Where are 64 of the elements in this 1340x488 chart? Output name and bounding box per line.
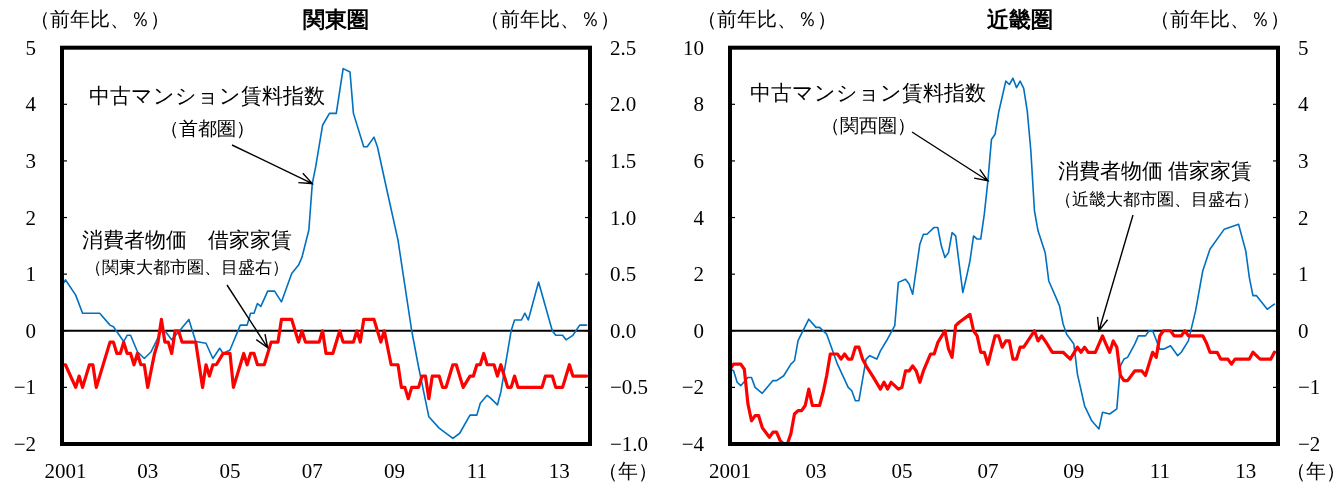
y-tick-label: 1 bbox=[25, 262, 36, 287]
y2-tick-label: 0.5 bbox=[610, 262, 637, 287]
x-tick-label: 09 bbox=[1063, 459, 1085, 483]
y2-tick-label: 3 bbox=[1298, 148, 1309, 173]
x-tick-label: 11 bbox=[1149, 459, 1170, 483]
x-tick-label: 2001 bbox=[44, 459, 87, 483]
y2-axis-title: （前年比、％） bbox=[1150, 8, 1290, 30]
x-tick-label: 03 bbox=[805, 459, 827, 483]
x-tick-label: 09 bbox=[384, 459, 406, 483]
x-axis-title: （年） bbox=[1286, 460, 1340, 482]
y-axis-title: （前年比、％） bbox=[30, 8, 170, 30]
y2-tick-label: −1 bbox=[1298, 375, 1321, 400]
x-tick-label: 05 bbox=[219, 459, 241, 483]
x-tick-label: 13 bbox=[548, 459, 570, 483]
y2-tick-label: 2.5 bbox=[610, 35, 637, 60]
y2-tick-label: −0.5 bbox=[610, 375, 649, 400]
y2-tick-label: 0.0 bbox=[610, 318, 637, 343]
y-tick-label: 2 bbox=[693, 262, 704, 287]
y2-tick-label: 4 bbox=[1298, 92, 1309, 117]
y-tick-label: 8 bbox=[693, 92, 704, 117]
annotation: （関東大都市圏、目盛右） bbox=[85, 258, 289, 277]
y2-tick-label: −1.0 bbox=[610, 432, 649, 456]
y-tick-label: −2 bbox=[13, 432, 36, 456]
y-tick-label: 0 bbox=[25, 318, 36, 343]
x-tick-label: 07 bbox=[301, 459, 323, 483]
y-tick-label: −2 bbox=[681, 375, 704, 400]
y-axis-title: （前年比、％） bbox=[697, 8, 837, 30]
annotation: （関西圏） bbox=[820, 115, 916, 136]
annotation: （首都圏） bbox=[159, 118, 255, 139]
y2-tick-label: 5 bbox=[1298, 35, 1309, 60]
y-tick-label: 4 bbox=[693, 205, 705, 230]
annotation: （近畿大都市圏、目盛右） bbox=[1055, 190, 1259, 209]
y2-axis-title: （前年比、％） bbox=[480, 8, 620, 30]
annotation: 消費者物価 借家家賃 bbox=[82, 228, 292, 252]
y2-tick-label: 1 bbox=[1298, 262, 1309, 287]
x-tick-label: 13 bbox=[1235, 459, 1257, 483]
y-tick-label: 10 bbox=[683, 35, 704, 60]
y-tick-label: 4 bbox=[25, 92, 37, 117]
y2-tick-label: 1.5 bbox=[610, 148, 637, 173]
x-tick-label: 2001 bbox=[709, 459, 751, 483]
annotation: 中古マンション賃料指数 bbox=[89, 84, 325, 108]
y-tick-label: 5 bbox=[25, 35, 36, 60]
chart-title: 関東圏 bbox=[303, 7, 369, 32]
x-tick-label: 03 bbox=[137, 459, 159, 483]
y2-tick-label: 0 bbox=[1298, 318, 1309, 343]
annotation: 中古マンション賃料指数 bbox=[750, 81, 986, 105]
y2-tick-label: 2 bbox=[1298, 205, 1309, 230]
y2-tick-label: −2 bbox=[1298, 432, 1321, 456]
y-tick-label: 6 bbox=[693, 148, 704, 173]
annotation: 消費者物価 借家家賃 bbox=[1057, 159, 1253, 183]
y2-tick-label: 2.0 bbox=[610, 92, 637, 117]
x-tick-label: 07 bbox=[977, 459, 999, 483]
y-tick-label: 2 bbox=[25, 205, 36, 230]
x-tick-label: 11 bbox=[466, 459, 487, 483]
y-tick-label: 0 bbox=[693, 318, 704, 343]
y-tick-label: −1 bbox=[13, 375, 36, 400]
chart-title: 近畿圏 bbox=[986, 7, 1053, 32]
line-series bbox=[61, 67, 588, 440]
line-series bbox=[729, 77, 1276, 430]
y-tick-label: 3 bbox=[25, 148, 36, 173]
y2-tick-label: 1.0 bbox=[610, 205, 637, 230]
x-axis-title: （年） bbox=[598, 460, 658, 482]
y-tick-label: −4 bbox=[681, 432, 705, 456]
x-tick-label: 05 bbox=[891, 459, 913, 483]
